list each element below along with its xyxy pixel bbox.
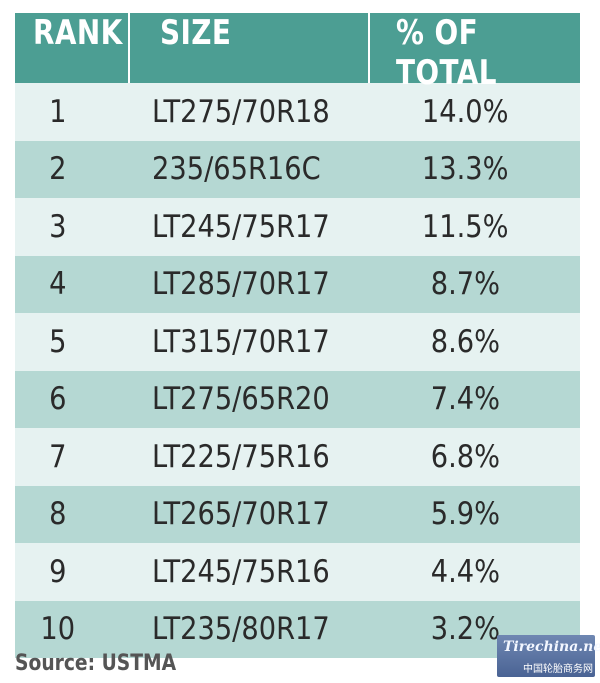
size-cell: LT235/80R17 [130,611,370,647]
table-row: 1 LT275/70R18 14.0% [15,83,580,141]
table-row: 5 LT315/70R17 8.6% [15,313,580,371]
size-cell-text: LT285/70R17 [152,266,330,303]
rank-cell-text: 7 [48,438,67,475]
rank-cell: 5 [15,324,130,360]
rank-cell: 1 [15,94,130,130]
header-size: SIZE [160,13,232,53]
watermark-logo: Tirechina.net 中国轮胎商务网 [497,635,600,677]
table-header: RANK SIZE % OF TOTAL [15,13,580,93]
rank-cell-text: 4 [48,266,67,303]
size-cell-text: LT315/70R17 [152,323,330,360]
pct-cell: 13.3% [370,151,580,187]
size-cell-text: LT245/75R17 [152,208,330,245]
table-row: 2 235/65R16C 13.3% [15,140,580,198]
table-row: 9 LT245/75R16 4.4% [15,543,580,601]
pct-cell: 11.5% [370,209,580,245]
table-body: 1 LT275/70R18 14.0% 2 235/65R16C 13.3% 3 LT245/… [15,83,580,658]
rank-cell-text: 1 [48,93,67,130]
source-note: Source: USTMA [15,651,205,676]
pct-cell-text: 8.6% [430,323,500,360]
header-size-cell: SIZE [130,13,370,83]
rank-cell-text: 9 [48,553,67,590]
size-cell-text: LT275/70R18 [152,93,330,130]
pct-cell: 3.2% [370,611,580,647]
rank-cell-text: 8 [48,496,67,533]
pct-cell: 4.4% [370,554,580,590]
pct-cell-text: 7.4% [430,381,500,418]
rank-cell: 6 [15,381,130,417]
watermark-sub-text: 中国轮胎商务网 [523,664,593,675]
header-rank: RANK [33,13,123,53]
pct-cell-text: 6.8% [430,438,500,475]
pct-cell-text: 11.5% [421,208,509,245]
size-cell: LT225/75R16 [130,439,370,475]
table-row: 8 LT265/70R17 5.9% [15,485,580,543]
pct-cell-text: 5.9% [430,496,500,533]
size-cell: LT245/75R17 [130,209,370,245]
size-cell-text: LT245/75R16 [152,553,330,590]
size-cell: LT275/70R18 [130,94,370,130]
pct-cell-text: 14.0% [421,93,509,130]
size-cell-text: LT265/70R17 [152,496,330,533]
pct-cell-text: 13.3% [421,151,509,188]
pct-cell: 8.6% [370,324,580,360]
table-row: 7 LT225/75R16 6.8% [15,428,580,486]
size-cell: LT285/70R17 [130,266,370,302]
header-pct-cell: % OF TOTAL [370,13,580,93]
rank-cell-text: 5 [48,323,67,360]
header-rank-cell: RANK [15,13,130,83]
pct-cell-text: 3.2% [430,611,500,648]
rank-cell: 10 [15,611,130,647]
size-cell-text: LT235/80R17 [152,611,330,648]
pct-cell: 7.4% [370,381,580,417]
table-row: 6 LT275/65R20 7.4% [15,370,580,428]
size-cell-text: LT275/65R20 [152,381,330,418]
header-pct: % OF TOTAL [396,13,497,93]
table-row: 4 LT285/70R17 8.7% [15,255,580,313]
rank-cell: 9 [15,554,130,590]
rank-cell-text: 3 [48,208,67,245]
table-row: 10 LT235/80R17 3.2% [15,600,580,658]
pct-cell: 5.9% [370,496,580,532]
rank-cell: 4 [15,266,130,302]
pct-cell: 6.8% [370,439,580,475]
pct-cell-text: 8.7% [430,266,500,303]
rank-cell-text: 10 [40,611,75,648]
watermark-logo-text: Tirechina.net [503,639,600,655]
table-row: 3 LT245/75R17 11.5% [15,198,580,256]
pct-cell: 14.0% [370,94,580,130]
rank-cell: 2 [15,151,130,187]
pct-cell-text: 4.4% [430,553,500,590]
rank-cell-text: 2 [48,151,67,188]
size-cell: LT315/70R17 [130,324,370,360]
pct-cell: 8.7% [370,266,580,302]
size-cell-text: 235/65R16C [152,151,321,188]
size-cell: LT275/65R20 [130,381,370,417]
size-cell: LT265/70R17 [130,496,370,532]
size-cell: 235/65R16C [130,151,370,187]
tire-size-table: RANK SIZE % OF TOTAL 1 LT275/70R18 14.0% 2 2… [15,13,580,658]
rank-cell-text: 6 [48,381,67,418]
rank-cell: 8 [15,496,130,532]
size-cell-text: LT225/75R16 [152,438,330,475]
source-text: Source: USTMA [15,651,177,676]
rank-cell: 3 [15,209,130,245]
rank-cell: 7 [15,439,130,475]
size-cell: LT245/75R16 [130,554,370,590]
